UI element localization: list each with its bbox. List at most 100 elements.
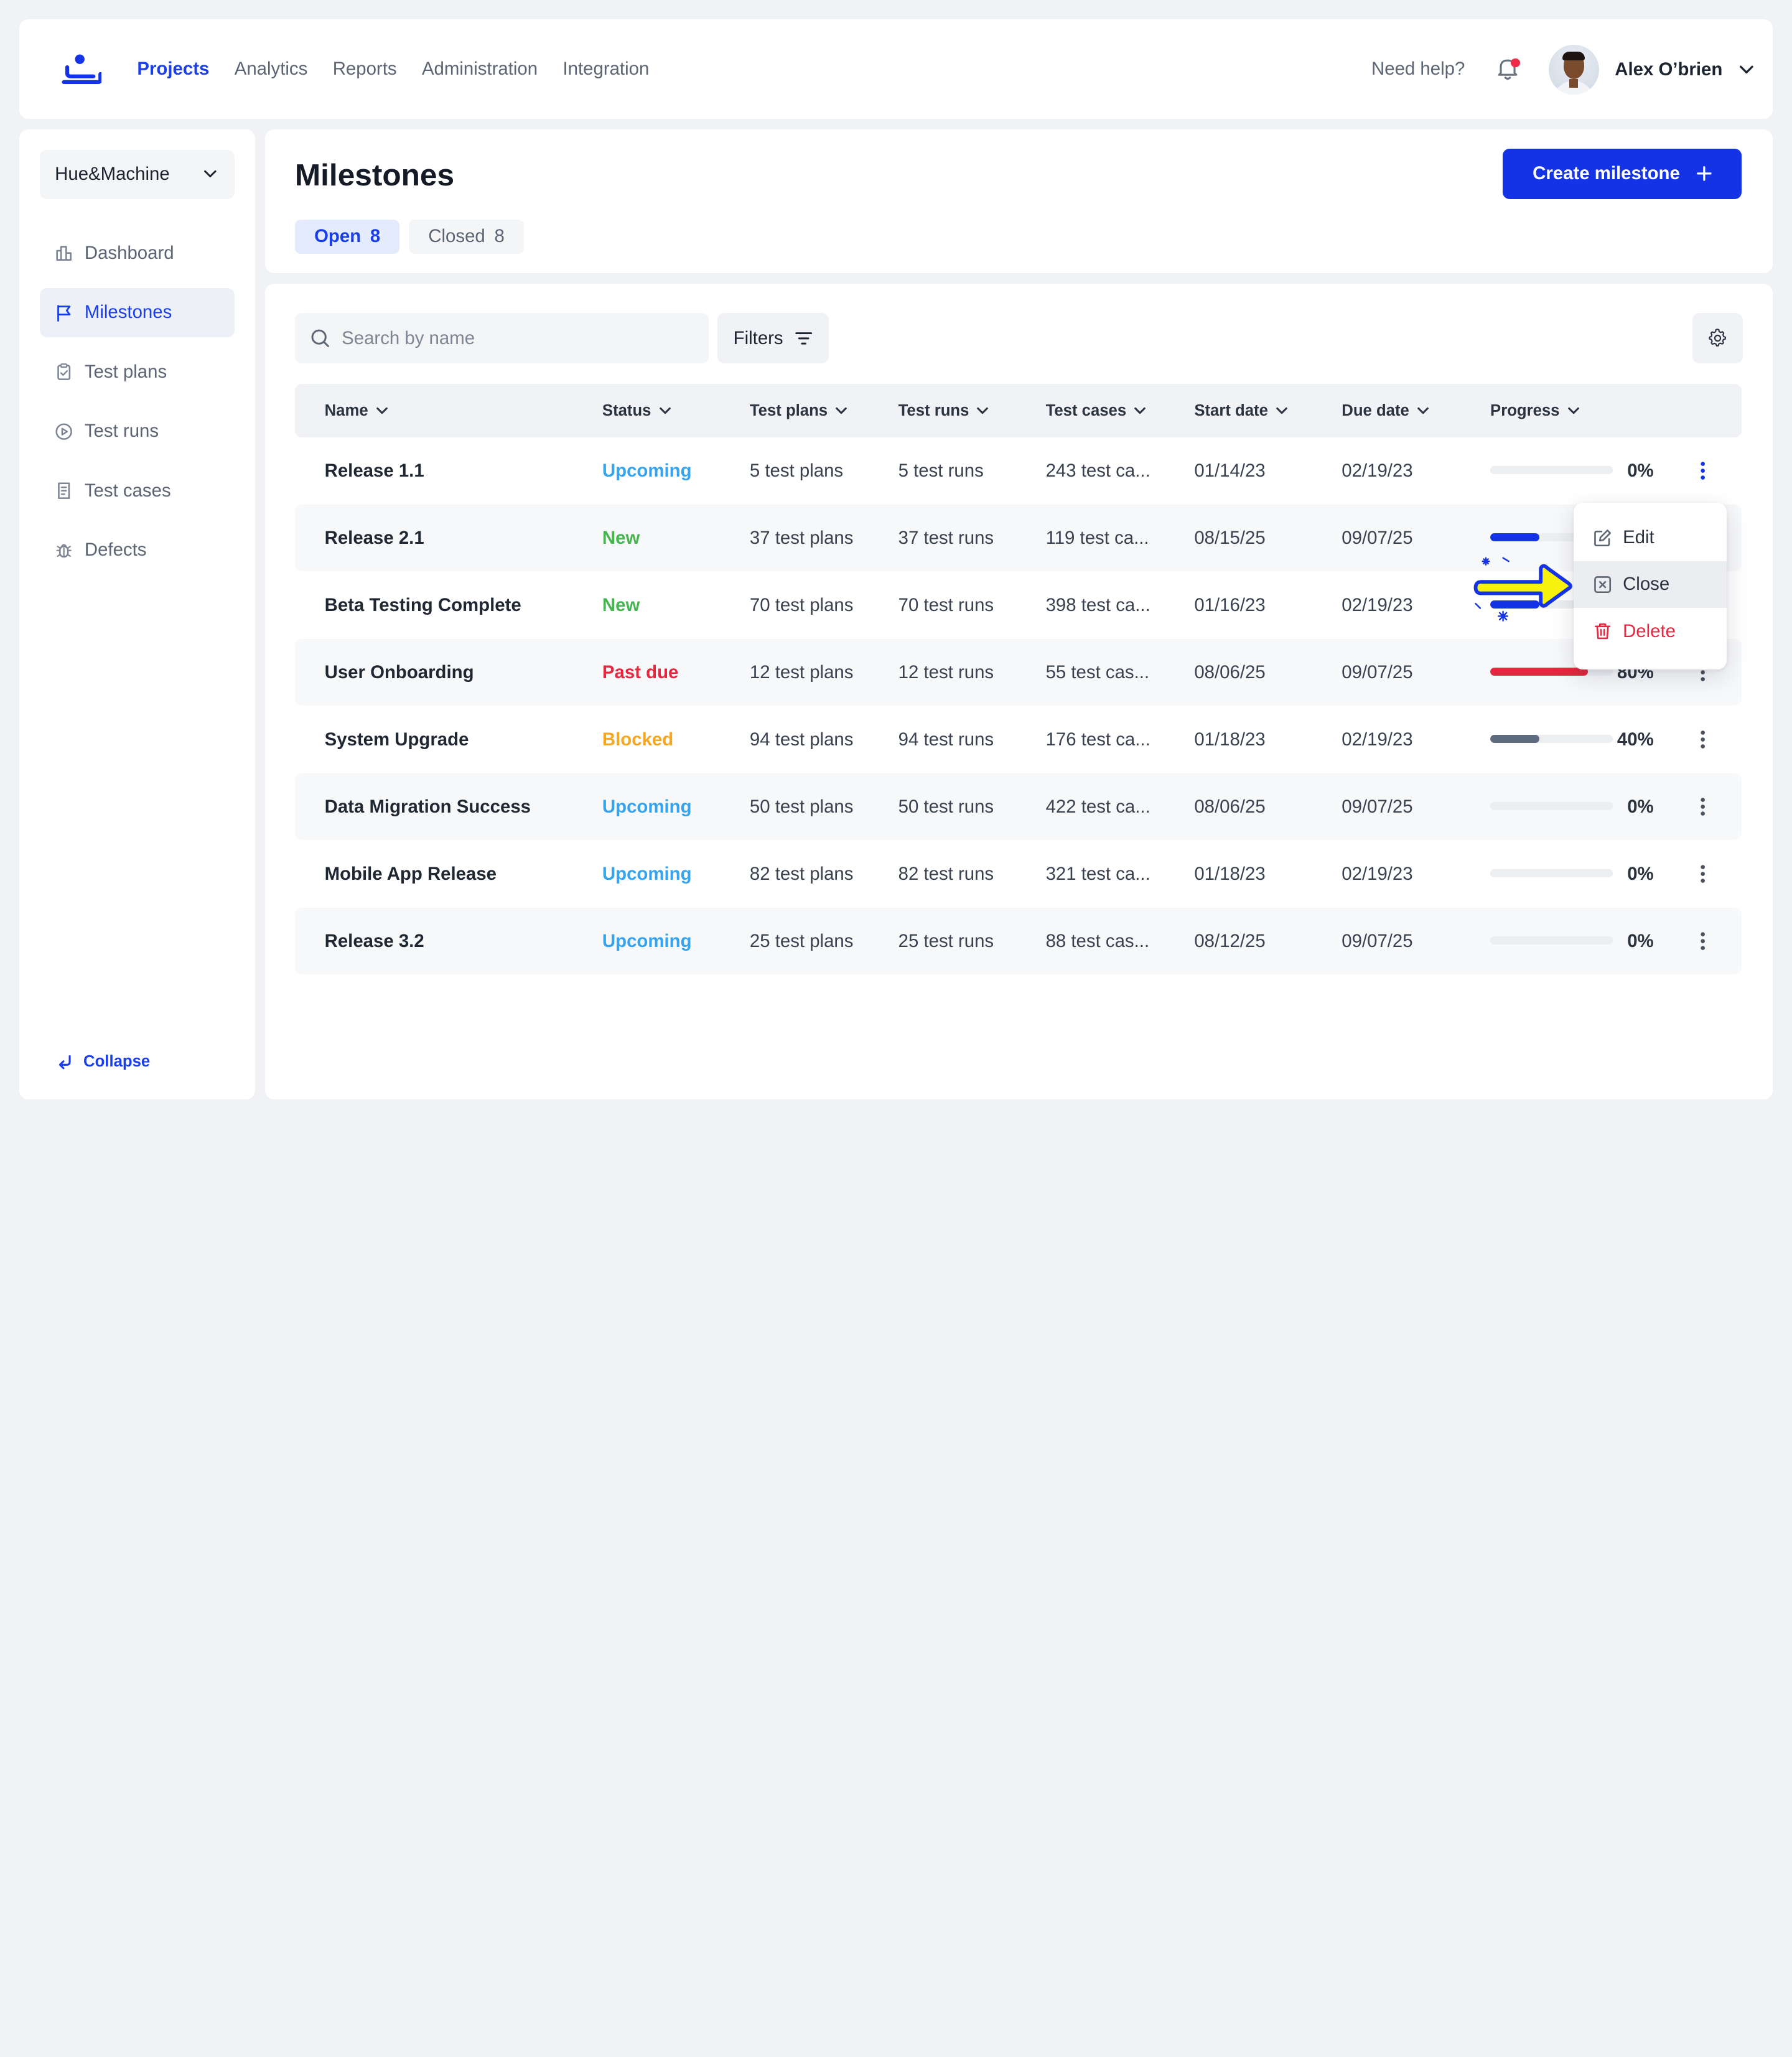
- sidebar-item-dashboard[interactable]: Dashboard: [40, 228, 234, 278]
- filters-button[interactable]: Filters: [717, 313, 828, 363]
- app-logo-icon[interactable]: [60, 54, 101, 85]
- sidebar-item-test-cases[interactable]: Test cases: [40, 466, 234, 515]
- user-menu[interactable]: Alex O’brien: [1549, 45, 1755, 95]
- cell-test-runs: 82 test runs: [898, 841, 994, 907]
- menu-item-close[interactable]: Close: [1574, 561, 1727, 608]
- cell-status: Upcoming: [602, 437, 692, 504]
- milestones-table-card: Filters Name Status Test plans Test runs Tes…: [265, 284, 1773, 1099]
- progress-bar: [1490, 869, 1613, 877]
- table-settings-button[interactable]: [1692, 313, 1743, 363]
- cell-start-date: 01/18/23: [1194, 841, 1265, 907]
- cell-due-date: 09/07/25: [1342, 505, 1412, 571]
- sidebar-item-milestones[interactable]: Milestones: [40, 288, 234, 337]
- sidebar: Hue&Machine Dashboard Milestones Test pl…: [19, 129, 254, 1099]
- app-frame: Projects Analytics Reports Administratio…: [0, 0, 1792, 1120]
- table-row[interactable]: System Upgrade Blocked 94 test plans 94 tes…: [295, 706, 1742, 773]
- row-actions-button[interactable]: [1691, 455, 1714, 487]
- progress-bar-fill: [1490, 533, 1539, 541]
- notification-dot: [1511, 58, 1520, 68]
- cell-due-date: 02/19/23: [1342, 437, 1412, 504]
- cell-start-date: 01/18/23: [1194, 706, 1265, 773]
- search-input[interactable]: [342, 328, 684, 349]
- top-navigation-bar: Projects Analytics Reports Administratio…: [19, 19, 1772, 119]
- cell-due-date: 09/07/25: [1342, 639, 1412, 706]
- cell-test-runs: 70 test runs: [898, 572, 994, 638]
- row-actions-button[interactable]: [1691, 724, 1714, 755]
- cell-test-runs: 25 test runs: [898, 908, 994, 974]
- collapse-label: Collapse: [83, 1053, 150, 1071]
- column-header-test-runs[interactable]: Test runs: [898, 384, 990, 437]
- column-header-label: Name: [325, 402, 368, 420]
- cell-start-date: 08/06/25: [1194, 773, 1265, 840]
- cell-name: Mobile App Release: [325, 841, 497, 907]
- create-milestone-button[interactable]: Create milestone: [1503, 149, 1742, 199]
- cell-test-plans: 94 test plans: [750, 706, 854, 773]
- gear-icon: [1707, 328, 1728, 348]
- table-row[interactable]: User Onboarding Past due 12 test plans 12 t…: [295, 639, 1742, 706]
- collapse-button[interactable]: Collapse: [56, 1053, 150, 1071]
- cell-test-runs: 37 test runs: [898, 505, 994, 571]
- cell-test-cases: 88 test cas...: [1046, 908, 1150, 974]
- progress-bar-fill: [1490, 466, 1613, 474]
- flag-icon: [55, 304, 73, 322]
- nav-integration[interactable]: Integration: [562, 58, 649, 80]
- cell-status: Upcoming: [602, 908, 692, 974]
- progress-percent: 0%: [1627, 437, 1653, 504]
- avatar: [1549, 45, 1599, 95]
- cell-test-runs: 12 test runs: [898, 639, 994, 706]
- sidebar-item-label: Test plans: [85, 361, 167, 383]
- more-vertical-icon: [1701, 729, 1705, 750]
- column-header-start-date[interactable]: Start date: [1194, 384, 1289, 437]
- cell-name: Release 2.1: [325, 505, 424, 571]
- chevron-down-icon: [658, 404, 672, 417]
- cell-test-plans: 25 test plans: [750, 908, 854, 974]
- column-header-label: Due date: [1342, 402, 1409, 420]
- cell-test-cases: 55 test cas...: [1046, 639, 1150, 706]
- row-actions-button[interactable]: [1691, 858, 1714, 890]
- page-title: Milestones: [295, 157, 454, 193]
- nav-reports[interactable]: Reports: [333, 58, 397, 80]
- cell-due-date: 02/19/23: [1342, 706, 1412, 773]
- tab-closed[interactable]: Closed 8: [409, 220, 524, 254]
- column-header-status[interactable]: Status: [602, 384, 672, 437]
- sidebar-item-defects[interactable]: Defects: [40, 526, 234, 575]
- cell-test-runs: 5 test runs: [898, 437, 984, 504]
- chevron-down-icon: [1133, 404, 1147, 417]
- sidebar-item-label: Milestones: [85, 302, 172, 323]
- nav-analytics[interactable]: Analytics: [235, 58, 308, 80]
- nav-projects[interactable]: Projects: [137, 58, 209, 80]
- cell-test-plans: 5 test plans: [750, 437, 843, 504]
- milestone-tabs: Open 8 Closed 8: [295, 220, 524, 254]
- tab-open[interactable]: Open 8: [295, 220, 400, 254]
- menu-item-label: Edit: [1623, 527, 1654, 548]
- search-box: [295, 313, 709, 363]
- workspace-selector[interactable]: Hue&Machine: [40, 150, 234, 199]
- sidebar-item-label: Test cases: [85, 480, 171, 501]
- row-actions-button[interactable]: [1691, 791, 1714, 823]
- menu-item-edit[interactable]: Edit: [1574, 515, 1727, 561]
- column-header-test-plans[interactable]: Test plans: [750, 384, 848, 437]
- cell-test-cases: 321 test ca...: [1046, 841, 1150, 907]
- menu-item-delete[interactable]: Delete: [1574, 608, 1727, 655]
- nav-administration[interactable]: Administration: [422, 58, 538, 80]
- column-header-due-date[interactable]: Due date: [1342, 384, 1430, 437]
- cell-test-cases: 243 test ca...: [1046, 437, 1150, 504]
- column-header-label: Status: [602, 402, 651, 420]
- need-help-link[interactable]: Need help?: [1371, 19, 1465, 119]
- column-header-progress[interactable]: Progress: [1490, 384, 1580, 437]
- table-row[interactable]: Data Migration Success Upcoming 50 test pl…: [295, 773, 1742, 840]
- table-row[interactable]: Release 3.2 Upcoming 25 test plans 25 test …: [295, 908, 1742, 974]
- cell-test-cases: 422 test ca...: [1046, 773, 1150, 840]
- column-header-name[interactable]: Name: [325, 384, 389, 437]
- progress-percent: 0%: [1627, 908, 1653, 974]
- row-actions-button[interactable]: [1691, 925, 1714, 957]
- column-header-label: Start date: [1194, 402, 1268, 420]
- pointer-arrow-icon: [1472, 556, 1577, 624]
- cell-start-date: 08/06/25: [1194, 639, 1265, 706]
- column-header-test-cases[interactable]: Test cases: [1046, 384, 1147, 437]
- sidebar-item-test-plans[interactable]: Test plans: [40, 347, 234, 396]
- table-row[interactable]: Release 1.1 Upcoming 5 test plans 5 test ru…: [295, 437, 1742, 504]
- sidebar-item-test-runs[interactable]: Test runs: [40, 407, 234, 456]
- table-row[interactable]: Mobile App Release Upcoming 82 test plans 8…: [295, 841, 1742, 907]
- tab-count: 8: [370, 226, 380, 247]
